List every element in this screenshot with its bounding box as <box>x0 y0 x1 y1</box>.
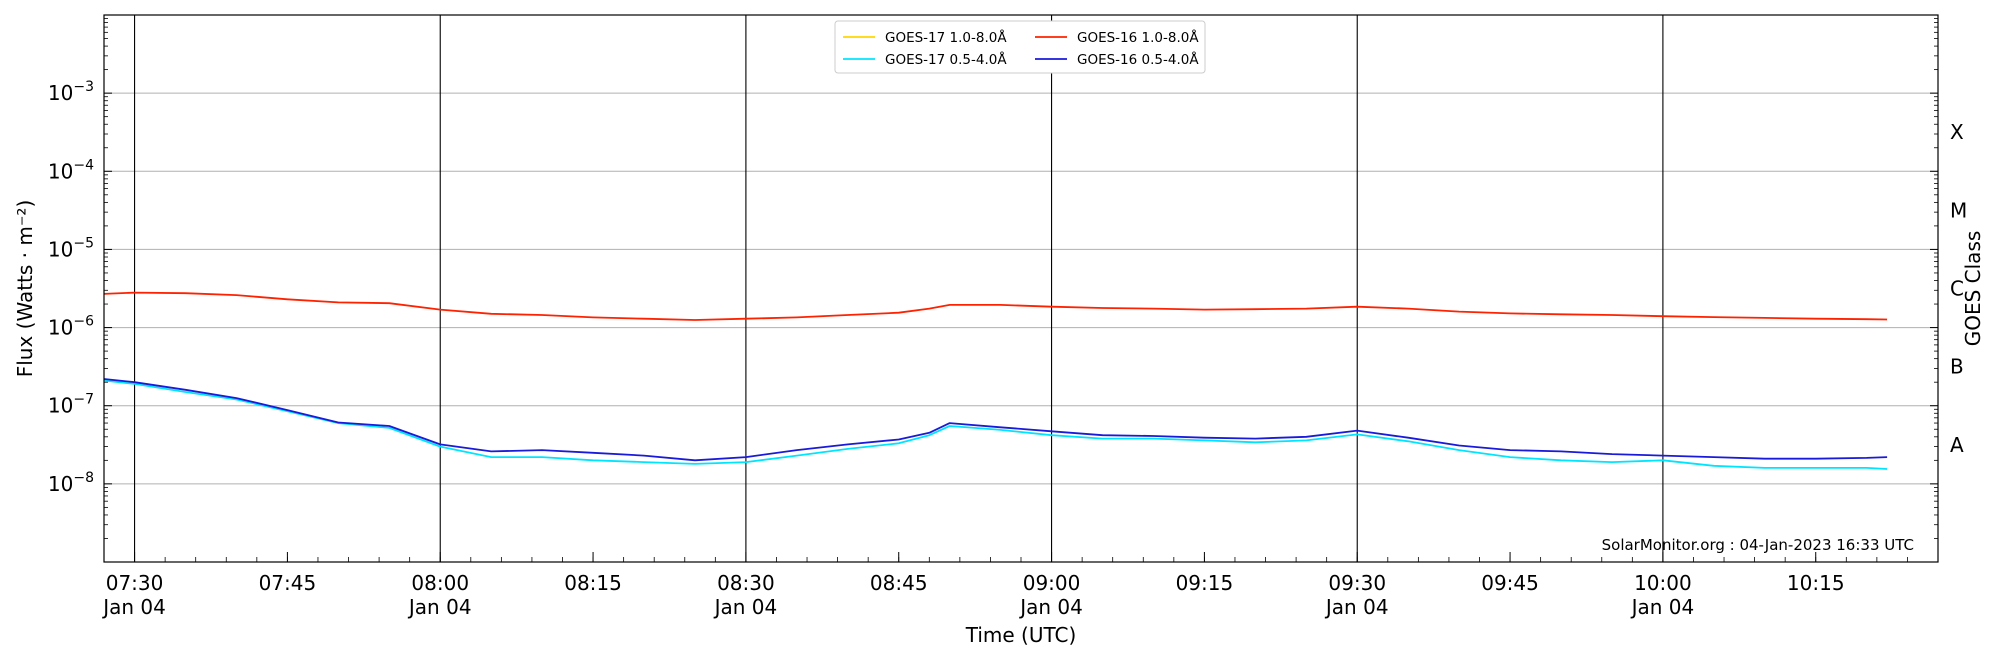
y-tick-label: 10−7 <box>48 392 94 418</box>
legend-label: GOES-16 1.0-8.0Å <box>1077 29 1199 46</box>
x-tick-label: 08:00 <box>411 571 469 595</box>
series-line <box>103 291 1888 321</box>
grid-lines <box>104 15 1938 562</box>
legend-label: GOES-16 0.5-4.0Å <box>1077 51 1199 68</box>
goes-class-label: B <box>1950 355 1964 379</box>
x-tick-label: 07:45 <box>259 571 317 595</box>
series-lines <box>103 291 1888 470</box>
goes-class-labels: X M C B A <box>1950 120 1967 457</box>
series-line <box>103 379 1888 470</box>
source-annotation: SolarMonitor.org : 04-Jan-2023 16:33 UTC <box>1602 536 1914 554</box>
x-tick-sublabel: Jan 04 <box>1324 595 1389 619</box>
goes-class-label: A <box>1950 433 1964 457</box>
x-tick-sublabel: Jan 04 <box>407 595 472 619</box>
goes-class-label: X <box>1950 120 1964 144</box>
legend-label: GOES-17 0.5-4.0Å <box>885 51 1007 68</box>
y-tick-label: 10−8 <box>48 470 94 496</box>
x-tick-label: 10:00 <box>1634 571 1692 595</box>
y-tick-label: 10−3 <box>48 79 94 105</box>
x-tick-label: 10:15 <box>1787 571 1845 595</box>
y-axis-title: Flux (Watts · m⁻²) <box>13 200 37 378</box>
y-tick-label: 10−5 <box>48 235 94 261</box>
goes-class-axis-title: GOES Class <box>1961 231 1985 347</box>
legend-box <box>834 20 1206 74</box>
x-tick-sublabel: Jan 04 <box>1630 595 1695 619</box>
x-axis-title: Time (UTC) <box>965 623 1077 647</box>
x-tick-label: 08:15 <box>564 571 622 595</box>
goes-class-label: M <box>1950 198 1967 222</box>
x-tick-label: 08:45 <box>870 571 928 595</box>
x-tick-sublabel: Jan 04 <box>713 595 778 619</box>
legend-label: GOES-17 1.0-8.0Å <box>885 29 1007 46</box>
y-tick-label: 10−4 <box>48 157 94 183</box>
goes-class-label: C <box>1950 277 1964 301</box>
y-tick-label: 10−6 <box>48 314 94 340</box>
x-tick-label: 09:15 <box>1176 571 1234 595</box>
series-line <box>103 378 1888 462</box>
x-tick-label: 08:30 <box>717 571 775 595</box>
x-tick-label: 09:30 <box>1328 571 1386 595</box>
x-tick-sublabel: Jan 04 <box>1018 595 1083 619</box>
x-tick-label: 09:45 <box>1481 571 1539 595</box>
x-tick-sublabel: Jan 04 <box>101 595 166 619</box>
x-tick-label: 07:30 <box>106 571 164 595</box>
legend: GOES-17 1.0-8.0Å GOES-17 0.5-4.0Å GOES-16 … <box>834 20 1206 74</box>
x-tick-label: 09:00 <box>1023 571 1081 595</box>
